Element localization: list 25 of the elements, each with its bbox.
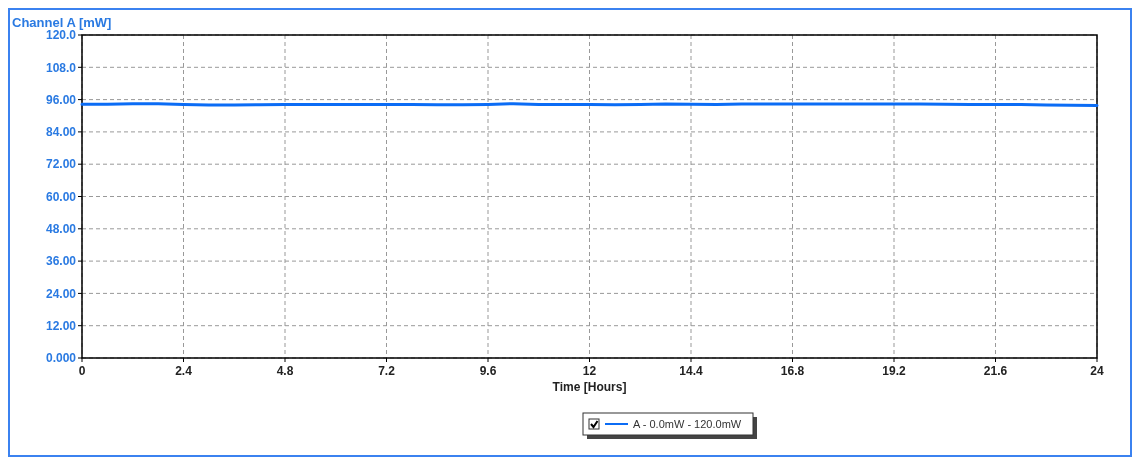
y-tick-label: 60.00 <box>45 189 77 204</box>
x-tick-label: 12 <box>582 364 597 378</box>
x-tick-label: 16.8 <box>780 364 805 378</box>
x-tick-label: 14.4 <box>679 364 703 378</box>
x-axis-title: Time [Hours] <box>552 380 627 394</box>
y-tick-label: 12.00 <box>45 318 77 333</box>
y-tick-label: 24.00 <box>45 286 77 301</box>
x-tick-label: 7.2 <box>378 364 396 378</box>
x-tick-label: 21.6 <box>983 364 1008 378</box>
y-tick-label: 84.00 <box>45 125 77 140</box>
y-tick-label: 48.00 <box>45 222 77 236</box>
y-tick-label: 108.0 <box>45 60 77 75</box>
x-tick-label: 19.2 <box>882 364 906 378</box>
y-tick-label: 120.0 <box>45 28 77 43</box>
legend-label: A - 0.0mW - 120.0mW <box>633 418 742 430</box>
y-tick-label: 0.000 <box>45 351 77 366</box>
x-tick-label: 0 <box>78 364 86 378</box>
y-tick-label: 36.00 <box>45 254 77 269</box>
y-axis-title: Channel A [mW] <box>12 15 112 30</box>
y-tick-label: 96.00 <box>45 92 77 107</box>
x-tick-label: 9.6 <box>479 364 497 378</box>
x-tick-label: 4.8 <box>276 364 294 378</box>
x-tick-label: 2.4 <box>175 364 193 378</box>
y-tick-label: 72.00 <box>45 157 77 172</box>
x-tick-label: 24 <box>1090 364 1104 378</box>
